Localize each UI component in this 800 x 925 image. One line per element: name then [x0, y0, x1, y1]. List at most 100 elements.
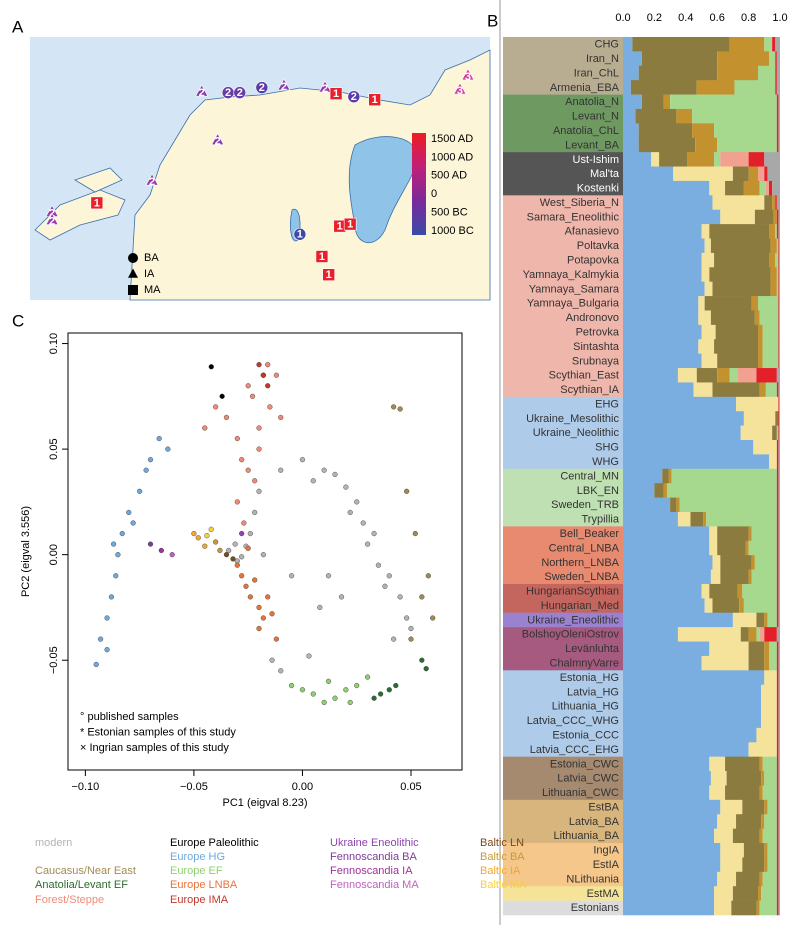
bar-segment — [623, 440, 754, 455]
row-label: Sintashta — [573, 341, 620, 353]
scatter-point — [234, 435, 240, 442]
bar-segment — [776, 799, 779, 815]
bar-segment — [764, 166, 768, 182]
bar-segment — [775, 80, 777, 95]
bar-segment — [623, 267, 702, 282]
shape-legend-label: BA — [144, 252, 159, 264]
row-label: Estonia_HG — [560, 672, 619, 684]
bar-segment — [709, 267, 771, 282]
row-label-background — [503, 655, 623, 671]
scatter-point — [260, 615, 266, 621]
scatter-point — [273, 372, 279, 378]
bar-segment — [720, 152, 749, 167]
scatter-point — [404, 488, 410, 494]
scatter-point — [247, 530, 253, 537]
row-label-background — [503, 627, 623, 642]
bar-segment — [779, 411, 780, 426]
bar-segment — [759, 756, 763, 772]
bar-segment — [623, 641, 710, 657]
bar-segment — [720, 569, 749, 585]
bar-segment — [776, 742, 779, 757]
row-label: Anatolia_N — [565, 96, 619, 108]
scatter-point — [310, 478, 316, 484]
bar-segment — [623, 425, 741, 441]
bar-segment — [778, 742, 780, 757]
bar-segment — [641, 94, 664, 110]
bar-segment — [759, 382, 766, 398]
bar-segment — [623, 296, 699, 311]
row-label: Potapovka — [567, 255, 620, 267]
map-marker — [211, 132, 225, 145]
bar-segment — [710, 238, 771, 254]
scatter-point — [273, 636, 279, 642]
row-label: Levant_BA — [565, 139, 619, 151]
legend-entry: Anatolia/Levant EF — [35, 879, 128, 891]
bar-segment — [736, 814, 762, 829]
legend-entry: Baltic MA — [480, 879, 527, 891]
bar-segment — [623, 209, 721, 225]
scatter-point — [269, 657, 275, 663]
bar-segment — [759, 310, 779, 326]
bar-segment — [758, 65, 776, 81]
bar-segment — [776, 713, 779, 729]
bar-segment — [778, 598, 780, 614]
row-label-background — [503, 555, 623, 570]
scatter-point — [419, 657, 425, 663]
scatter-point — [278, 668, 284, 674]
island — [74, 167, 123, 193]
bar-segment — [779, 339, 780, 354]
bar-segment — [776, 785, 779, 801]
bar-segment — [623, 598, 705, 614]
bar-segment — [623, 900, 715, 916]
bar-segment — [717, 51, 770, 67]
bar-segment — [717, 137, 777, 153]
bar-segment — [776, 108, 779, 124]
bar-segment — [764, 843, 768, 858]
bar-segment — [776, 540, 779, 556]
bar-segment — [623, 37, 633, 52]
row-label-background — [503, 857, 623, 873]
row-label: Latvia_CWC — [557, 773, 619, 785]
bar-segment — [756, 368, 777, 383]
legend-entry: Forest/Steppe — [35, 894, 104, 906]
legend-entry: Fennoscandia IA — [330, 865, 413, 877]
row-label: Sweden_LNBA — [544, 571, 619, 583]
bar-segment — [759, 180, 766, 196]
bar-segment — [654, 483, 664, 498]
bar-segment — [712, 598, 740, 614]
bar-segment — [778, 857, 780, 873]
bar-segment — [743, 598, 777, 614]
row-label: IngIA — [593, 845, 619, 857]
bar-segment — [717, 353, 759, 369]
bar-segment — [729, 37, 765, 52]
row-label: EstMA — [587, 888, 620, 900]
row-label-background — [503, 51, 623, 67]
scatter-point — [226, 547, 232, 554]
bar-segment — [762, 785, 777, 801]
shape-legend-symbol — [128, 253, 138, 263]
bar-segment — [778, 900, 780, 916]
scatter-point — [288, 573, 295, 579]
bar-segment — [778, 727, 780, 743]
row-label: NLithuania — [566, 873, 619, 885]
bar-segment — [778, 713, 780, 729]
legend-entry: Europe LNBA — [170, 879, 238, 891]
map-marker — [322, 268, 335, 282]
bar-segment — [778, 209, 780, 225]
row-label: Bell_Beaker — [560, 528, 620, 540]
legend-entry: modern — [35, 837, 72, 849]
bar-segment — [710, 569, 721, 585]
x-tick-label: 0.00 — [292, 781, 313, 793]
bar-segment — [623, 612, 733, 628]
bar-segment — [668, 468, 672, 484]
row-label: Andronovo — [566, 312, 619, 324]
bar-segment — [666, 483, 777, 498]
bar-segment — [751, 555, 755, 570]
bar-segment — [743, 180, 760, 196]
scatter-point — [391, 636, 397, 642]
bar-segment — [623, 756, 710, 772]
scatter-point — [202, 425, 208, 431]
bar-segment — [778, 655, 780, 671]
bar-segment — [623, 771, 711, 786]
bar-segment — [623, 382, 694, 398]
